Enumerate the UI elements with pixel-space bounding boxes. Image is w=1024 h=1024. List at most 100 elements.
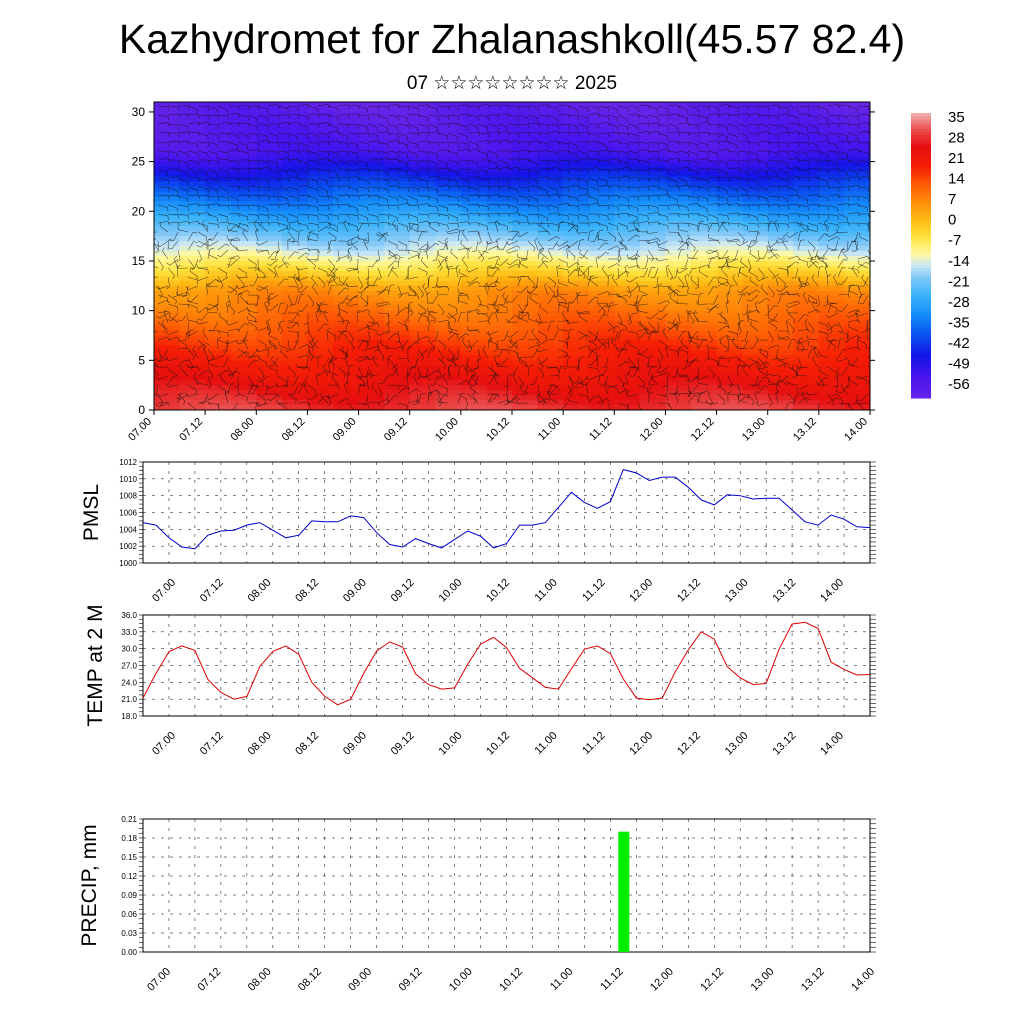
heat-cell [742,166,769,173]
heat-cell [588,385,615,391]
wind-barb [437,357,446,365]
wind-barb-flag [488,241,492,245]
wind-barb [602,268,609,278]
wind-barb-flag [387,205,390,209]
wind-barb [437,303,445,313]
heat-cell [256,126,283,133]
wind-barb-flag [297,189,299,194]
wind-barb [567,105,578,110]
heat-cell [614,395,641,401]
heat-cell [154,221,181,227]
heat-cell [588,400,615,406]
heat-cell [716,280,743,287]
heat-cell [614,171,641,178]
wind-barb-flag [617,169,620,174]
wind-barb [597,252,606,260]
wind-barb-flag [521,384,524,388]
wind-barb-flag [197,212,201,217]
wind-barb-flag [247,316,249,321]
wind-barb [604,384,609,395]
heat-cell [767,216,794,222]
wind-barb [537,330,547,337]
heat-cell [281,196,309,202]
heat-cell [767,191,794,197]
heat-cell [460,191,488,197]
heat-cell [409,181,436,188]
wind-barb [317,213,328,217]
heat-cell [767,126,794,133]
heat-cell [154,365,181,371]
wind-barb [207,348,214,358]
wind-barb [212,231,219,241]
heat-cell [435,126,462,133]
heat-cell [588,226,615,232]
wind-barb-flag [295,399,297,404]
heat-cell [639,161,667,168]
wind-barb [339,280,349,287]
wind-barb-flag [417,224,420,229]
heat-cell [793,161,820,168]
wind-barb [368,284,379,287]
wind-barb [226,339,229,350]
wind-barb-flag [311,347,315,352]
wind-barb-flag [366,370,369,375]
wind-barb [217,267,227,274]
wind-barb [337,249,340,260]
heat-cell [307,265,334,272]
heat-cell [665,285,692,292]
wind-barb-flag [185,332,190,336]
heat-cell [537,116,564,123]
heat-cell [179,221,206,227]
heat-cell [665,236,692,242]
wind-barb [457,204,468,209]
wind-barb-flag [607,133,610,138]
heat-cell [742,236,769,242]
heat-cell [639,176,667,183]
wind-barb [318,303,329,307]
heat-cell [384,260,411,267]
wind-barb-flag [167,179,170,184]
wind-barb-flag [576,292,581,295]
heat-cell [512,270,539,277]
wind-barb-flag [467,214,470,219]
heat-cell [665,330,692,337]
wind-barb [504,330,509,341]
heat-cell [358,151,385,158]
wind-barb [158,285,169,290]
heat-cell [563,102,590,108]
heat-cell [639,315,667,322]
heat-cell [793,380,820,386]
heat-cell [614,106,641,113]
wind-barb [217,213,228,218]
heat-cell [486,206,513,212]
wind-barb [207,222,218,225]
heat-cell [281,340,309,347]
wind-barb-flag [447,225,449,230]
heat-cell [588,121,615,128]
wind-barb-flag [307,126,309,131]
wind-barb-flag [562,367,567,370]
wind-barb [447,204,458,206]
heat-cell [665,370,692,376]
wind-barb-flag [617,214,620,219]
wind-barb-flag [326,250,331,254]
heat-cell [716,260,743,267]
wind-barb-flag [167,215,169,220]
heat-cell [205,186,232,193]
heat-cell [435,161,462,168]
wind-barb-flag [547,125,550,130]
heat-cell [742,280,769,287]
heat-cell [460,290,488,297]
wind-barb [326,330,329,341]
wind-barb [407,168,418,173]
heat-cell [333,151,360,158]
wind-barb [293,276,299,287]
wind-barb-flag [496,280,500,284]
heat-cell [818,226,846,232]
heat-cell [256,380,283,386]
heat-cell [460,330,488,337]
heat-cell [614,290,641,297]
heat-cell [205,305,232,312]
heat-cell [358,221,385,227]
